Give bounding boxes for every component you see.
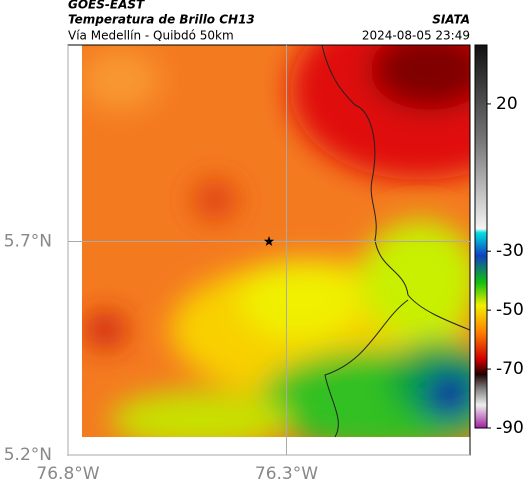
colorbar <box>474 44 488 429</box>
x-tick-label: 76.8°W <box>36 464 99 484</box>
temperature-field <box>82 45 470 437</box>
colorbar-tick-label: -30 <box>496 241 524 261</box>
colorbar-tick-label: -70 <box>496 359 524 379</box>
x-tick-label: 76.3°W <box>255 464 318 484</box>
region: Vía Medellín - Quibdó 50km <box>68 29 234 43</box>
colorbar-tick-label: -50 <box>496 300 524 320</box>
y-tick-label: 5.7°N <box>4 231 52 251</box>
colorbar-tick-label: 20 <box>496 94 518 114</box>
y-tick-label: 5.2°N <box>4 445 52 465</box>
colorbar-tick-label: -90 <box>496 418 524 438</box>
title: GOES-EAST <box>68 0 145 12</box>
subtitle: Temperatura de Brillo CH13 <box>68 13 255 27</box>
location-marker <box>263 236 275 246</box>
source: SIATA <box>432 13 470 27</box>
datetime: 2024-08-05 23:49 <box>362 29 470 43</box>
